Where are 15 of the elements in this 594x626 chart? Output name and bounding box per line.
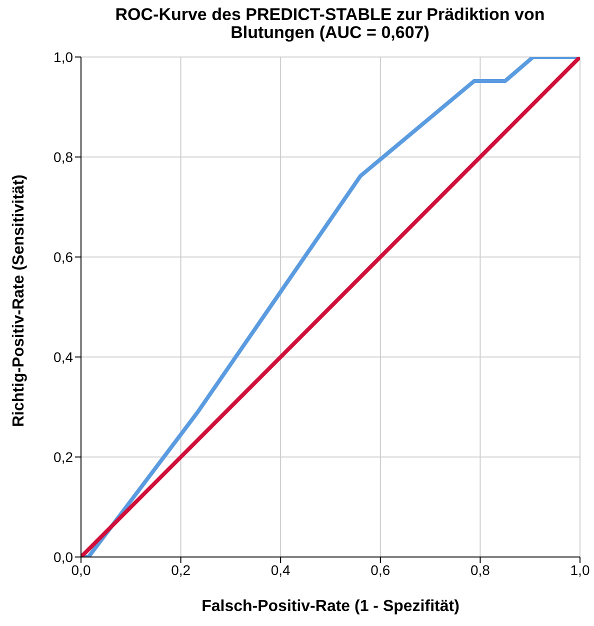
chart-title: ROC-Kurve des PREDICT-STABLE zur Prädiktion von Blutungen (AUC = 0,607) <box>114 5 546 42</box>
x-tick-label: 1,0 <box>570 562 590 578</box>
y-tick-label: 0,8 <box>54 148 74 165</box>
x-tick-label: 0,8 <box>470 562 490 578</box>
x-tick-label: 0,6 <box>370 562 390 578</box>
y-tick-label: 0,0 <box>54 548 74 565</box>
x-tick-label: 0,2 <box>171 562 191 578</box>
x-tick-label: 0,0 <box>71 562 91 578</box>
x-axis-title: Falsch-Positiv-Rate (1 - Spezifität) <box>202 598 460 615</box>
y-tick-label: 0,4 <box>54 348 74 365</box>
y-tick-label: 0,2 <box>54 448 74 465</box>
y-tick-label: 1,0 <box>54 48 74 65</box>
y-axis-title: Richtig-Positiv-Rate (Sensitivität) <box>10 174 28 427</box>
y-tick-label: 0,6 <box>54 248 74 265</box>
x-tick-label: 0,4 <box>270 562 291 578</box>
